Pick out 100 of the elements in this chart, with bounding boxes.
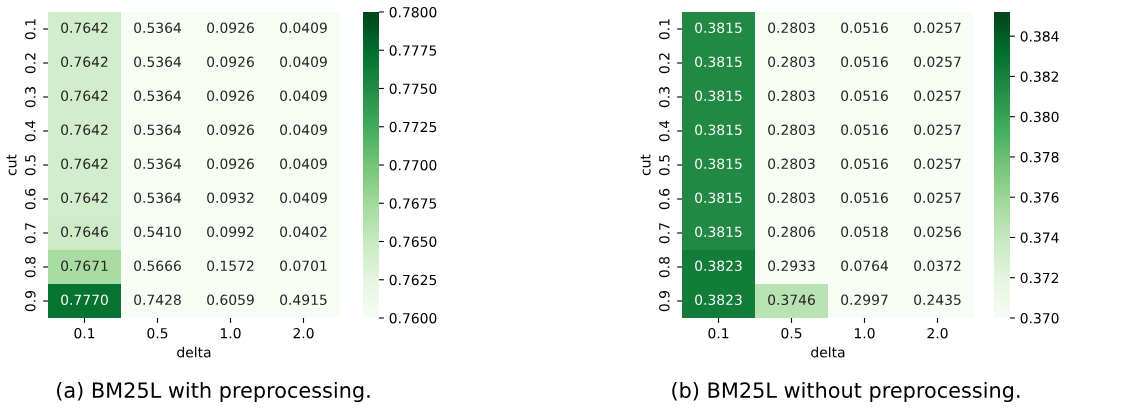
y-tick-label: 0.6 [25,188,36,210]
data-label: 0.3815 [695,158,742,170]
data-label: 0.0926 [207,56,254,68]
color-bar-label: 0.378 [1020,151,1059,163]
data-label: 0.3815 [695,192,742,204]
y-tick-label: 0.1 [659,19,670,40]
data-label: 0.0409 [280,192,327,204]
text: (a) BM25L with preprocessing. [57,381,370,403]
color-bar-label: 0.370 [1020,312,1059,324]
data-label: 0.0409 [280,90,327,102]
data-label: 0.7428 [134,294,181,306]
data-label: 0.2997 [841,294,888,306]
data-label: 0.0516 [841,124,888,136]
data-label: 0.0932 [207,192,254,204]
data-label: 0.0992 [207,226,254,238]
color-bar-label: 0.376 [1020,192,1059,203]
color-bar-label: 0.380 [1020,111,1059,123]
data-label: 0.3823 [695,260,742,272]
data-label: 0.0257 [914,124,961,136]
data-label: 0.2803 [768,22,815,34]
x-axis-title: delta [811,346,845,358]
data-label: 0.2933 [768,260,815,272]
data-label: 0.5364 [134,90,182,102]
data-label: 0.0926 [207,124,254,136]
data-label: 0.0516 [841,22,888,34]
y-tick-label: 0.3 [25,87,36,108]
y-tick-label: 0.7 [25,223,36,244]
y-tick-label: 0.9 [25,290,36,312]
data-label: 0.0409 [280,56,327,68]
color-bar-label: 0.384 [1020,31,1059,42]
y-axis-title: cut [640,154,651,176]
data-label: 0.0402 [280,226,327,238]
data-label: 0.0764 [841,260,889,272]
x-tick-label: 2.0 [927,327,948,339]
color-bar-label: 0.7600 [389,312,437,324]
data-label: 0.0409 [280,124,327,136]
data-label: 0.0409 [280,158,327,170]
data-label: 0.5364 [134,192,182,204]
data-label: 0.7646 [61,226,108,238]
data-label: 0.4915 [280,294,327,306]
x-axis-title: delta [177,346,211,358]
data-label: 0.5364 [134,22,182,34]
data-label: 0.3815 [695,22,742,34]
color-bar-label: 0.7775 [389,45,437,56]
y-tick-label: 0.9 [659,290,670,312]
data-label: 0.0516 [841,90,888,102]
y-tick-label: 0.8 [25,256,36,278]
data-label: 0.2806 [768,226,815,238]
x-tick-label: 0.1 [708,327,729,339]
data-label: 0.6059 [207,294,254,306]
color-bar-label: 0.382 [1020,71,1059,82]
data-label: 0.0926 [207,22,254,34]
data-label: 0.2435 [914,294,961,306]
data-label: 0.5364 [134,158,182,170]
x-tick-label: 1.0 [854,327,875,339]
color-bar-label: 0.372 [1020,272,1059,284]
y-tick-label: 0.2 [659,53,670,74]
y-tick-label: 0.6 [659,188,670,210]
color-bar-label: 0.7650 [389,236,437,247]
data-label: 0.5666 [134,260,181,272]
x-tick-label: 0.5 [781,327,802,339]
y-axis-title: cut [6,154,17,176]
data-label: 0.3823 [695,294,742,306]
data-label: 0.0516 [841,56,888,68]
x-tick-label: 0.5 [147,327,168,339]
data-label: 0.0516 [841,158,888,170]
text: (b) BM25L without preprocessing. [672,381,1020,403]
data-label: 0.0257 [914,56,961,68]
data-label: 0.0257 [914,158,961,170]
data-label: 0.0701 [280,260,327,272]
color-bar-label: 0.7625 [389,274,437,286]
color-bar-label: 0.7750 [389,83,437,94]
data-label: 0.2803 [768,158,815,170]
y-tick-label: 0.8 [659,256,670,278]
x-tick-label: 2.0 [293,327,314,339]
data-label: 0.7770 [61,294,108,306]
data-label: 0.3815 [695,56,742,68]
data-label: 0.0257 [914,22,961,34]
data-label: 0.3815 [695,226,742,238]
data-label: 0.0518 [841,226,888,238]
data-label: 0.7642 [61,158,108,170]
y-tick-label: 0.3 [659,87,670,108]
data-label: 0.5364 [134,56,182,68]
data-label: 0.2803 [768,192,815,204]
x-tick-label: 1.0 [220,327,241,339]
data-label: 0.7642 [61,90,108,102]
data-label: 0.1572 [207,260,254,272]
x-tick-label: 0.1 [74,327,95,339]
data-label: 0.0372 [914,260,961,272]
data-label: 0.5410 [134,226,181,238]
y-tick-label: 0.1 [25,19,36,40]
data-label: 0.0409 [280,22,327,34]
data-label: 0.7642 [61,56,108,68]
color-bar-label: 0.374 [1020,232,1059,243]
data-label: 0.7671 [61,260,108,272]
color-bar-label: 0.7675 [389,198,437,209]
data-label: 0.0257 [914,90,961,102]
color-bar-label: 0.7800 [389,6,437,18]
data-label: 0.7642 [61,124,108,136]
color-bar-label: 0.7725 [389,121,437,133]
